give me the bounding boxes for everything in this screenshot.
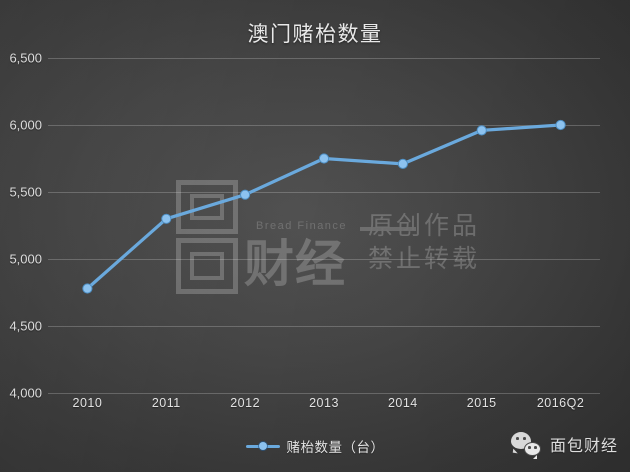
brand-name: 面包财经 (549, 438, 618, 455)
y-axis-tick-label: 6,000 (9, 117, 42, 133)
gridline (48, 259, 600, 260)
y-axis-tick-label: 5,000 (9, 251, 42, 267)
data-point[interactable] (82, 283, 93, 294)
x-axis-tick-label: 2015 (466, 396, 497, 410)
legend-marker-icon (245, 440, 280, 452)
gridline (48, 125, 600, 126)
gridline (48, 192, 600, 193)
line-series (82, 119, 566, 294)
gridline (48, 58, 600, 59)
data-point[interactable] (161, 213, 172, 224)
y-axis-tick-label: 6,500 (9, 50, 42, 66)
x-axis-tick-label: 2010 (72, 396, 103, 410)
x-axis-tick-label: 2013 (309, 396, 339, 410)
x-axis-tick-label: 2016Q2 (536, 396, 585, 410)
x-axis-tick-label: 2014 (387, 396, 418, 410)
chart-legend[interactable]: 赌枱数量（台） (0, 436, 630, 456)
data-point[interactable] (476, 125, 487, 136)
brand-badge: 面包财经 (510, 432, 618, 459)
y-axis: 4,000 4,500 5,000 5,500 6,000 6,500 (0, 51, 48, 401)
gridline (48, 326, 600, 327)
y-axis-tick-label: 5,500 (9, 184, 42, 200)
x-axis: 2010 2011 2012 2013 2014 2015 2016Q2 (48, 396, 600, 420)
x-axis-tick-label: 2011 (151, 396, 181, 410)
x-axis-tick-label: 2012 (230, 396, 261, 410)
gridline (48, 393, 600, 394)
data-point[interactable] (318, 153, 330, 164)
data-point[interactable] (555, 119, 566, 131)
y-axis-tick-label: 4,000 (9, 385, 42, 401)
page-title: 澳门赌枱数量 (247, 23, 383, 46)
y-axis-tick-label: 4,500 (9, 318, 42, 334)
wechat-icon (510, 432, 541, 459)
legend-item-label: 赌枱数量（台） (286, 440, 385, 455)
data-point[interactable] (240, 189, 251, 200)
series-line (85, 123, 563, 291)
plot-area (48, 58, 600, 394)
data-point[interactable] (397, 158, 408, 170)
